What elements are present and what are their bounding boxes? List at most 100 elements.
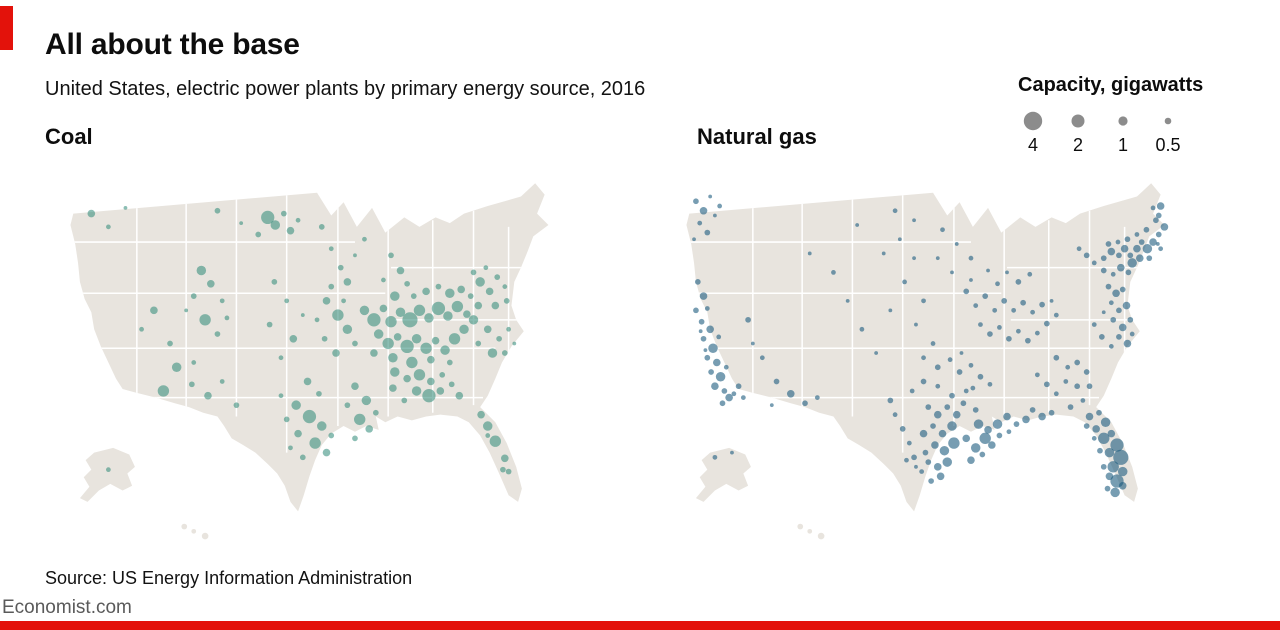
legend-circle-icon [1071,114,1085,128]
plant-dot [289,334,298,343]
plant-dot [704,354,711,361]
plant-dot [963,388,969,394]
plant-dot [716,334,722,340]
plant-dot [139,326,144,332]
plant-dot [475,277,485,287]
plant-dot [500,466,506,473]
plant-dot [1022,415,1030,424]
legend-circle-icon [1118,116,1128,126]
plant-dot [694,279,701,285]
plant-dot [1001,298,1008,304]
plant-dot [485,433,491,438]
plant-dot [106,467,111,473]
plant-dot [1067,404,1074,410]
plant-dot [1083,423,1090,429]
plant-dot [352,340,358,347]
plant-dot [904,457,909,463]
plant-dot [1049,298,1054,303]
plant-dot [930,423,936,429]
plant-dot [280,210,287,217]
plant-dot [318,224,325,230]
plant-dot [1116,334,1122,340]
plant-dot [424,313,434,323]
plant-dot [400,339,414,354]
plant-dot [967,456,975,464]
plant-dot [402,312,418,328]
plant-dot [502,284,508,289]
alaska-shape [695,447,751,502]
plant-dot [224,315,230,321]
plant-dot [294,429,302,438]
plant-dot [906,440,912,446]
plant-dot [933,463,942,471]
plant-dot [457,285,465,294]
plant-dot [992,307,998,313]
plant-dot [494,274,501,280]
plant-dot [1120,244,1129,253]
plant-dot [463,310,471,318]
plant-dot [385,316,397,328]
plant-dot [1003,412,1011,421]
plant-dot [935,383,941,389]
plant-dot [725,393,733,402]
plant-dot [1015,279,1022,285]
legend-size-item: 1 [1108,110,1138,156]
plant-dot [439,371,446,378]
plant-dot [167,340,173,347]
plant-dot [987,381,993,387]
plant-dot [1053,354,1060,361]
plant-dot [1091,260,1097,266]
plant-dot [1107,247,1116,256]
plant-dot [1105,472,1114,481]
plant-dot [956,369,963,375]
plant-dot [1029,407,1036,413]
plant-dot [299,454,306,461]
plant-dot [1107,429,1116,438]
plant-dot [1127,252,1134,259]
plant-dot [892,208,898,214]
plant-dot [427,355,435,364]
plant-dot [1118,323,1127,332]
plant-dot [703,348,708,353]
plant-dot [382,337,394,350]
plant-dot [353,253,357,258]
plant-dot [698,318,705,325]
plant-dot [1146,255,1153,262]
hawaii-islands [181,523,188,530]
page-title: All about the base [45,28,300,61]
plant-dot [1134,232,1140,237]
plant-dot [261,210,275,225]
plant-dot [1099,334,1105,340]
plant-dot [1149,238,1157,246]
plant-dot [1123,339,1132,348]
plant-dot [1098,432,1110,445]
plant-dot [337,264,344,271]
plant-dot [388,353,398,363]
plant-dot [411,334,422,344]
economist-com-link[interactable]: Economist.com [2,597,132,618]
plant-dot [969,278,973,282]
plant-dot [390,367,400,377]
plant-dot [381,277,386,283]
plant-dot [1053,391,1059,397]
plant-dot [769,403,774,408]
plant-dot [978,322,983,327]
plant-dot [1155,242,1160,246]
gas-plant-dots [692,194,1169,498]
plant-dot [731,391,737,397]
plant-dot [1048,409,1055,416]
plant-dot [693,198,699,205]
plant-dot [934,364,941,371]
plant-dot [341,298,346,304]
plant-dot [963,288,970,295]
plant-dot [959,351,964,355]
plant-dot [278,355,284,361]
plant-dot [1092,425,1100,433]
plant-dot [390,291,400,301]
plant-dot [190,293,197,299]
plant-dot [807,251,812,256]
plant-dot [448,381,455,388]
plant-dot [936,472,945,481]
plant-dot [1122,301,1131,310]
plant-dot [342,324,353,335]
